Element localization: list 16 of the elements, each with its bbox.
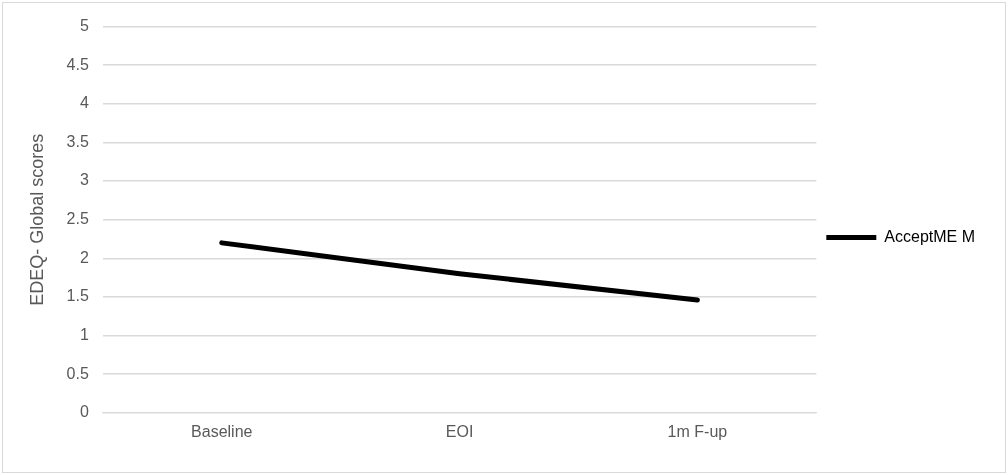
x-tick-label: EOI: [445, 422, 474, 440]
y-axis-title: EDEQ- Global scores: [26, 133, 47, 306]
y-tick-label: 2.5: [66, 210, 89, 228]
y-tick-label: 0: [79, 403, 89, 421]
y-tick-label: 4.5: [66, 55, 89, 73]
x-tick-label: 1m F-up: [667, 422, 728, 440]
y-tick-label: 5: [79, 17, 89, 35]
y-tick-label: 0.5: [66, 364, 89, 382]
y-tick-label: 2: [79, 248, 89, 266]
y-tick-label: 1: [79, 325, 89, 343]
y-tick-label: 1.5: [66, 287, 89, 305]
x-tick-label: Baseline: [191, 422, 253, 440]
y-tick-label: 4: [79, 94, 89, 112]
y-tick-label: 3: [79, 171, 89, 189]
y-tick-label: 3.5: [66, 132, 89, 150]
legend-label: AcceptME M: [884, 227, 975, 245]
